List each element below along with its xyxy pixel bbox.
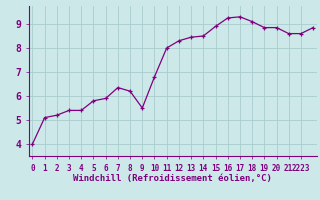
X-axis label: Windchill (Refroidissement éolien,°C): Windchill (Refroidissement éolien,°C) <box>73 174 272 183</box>
